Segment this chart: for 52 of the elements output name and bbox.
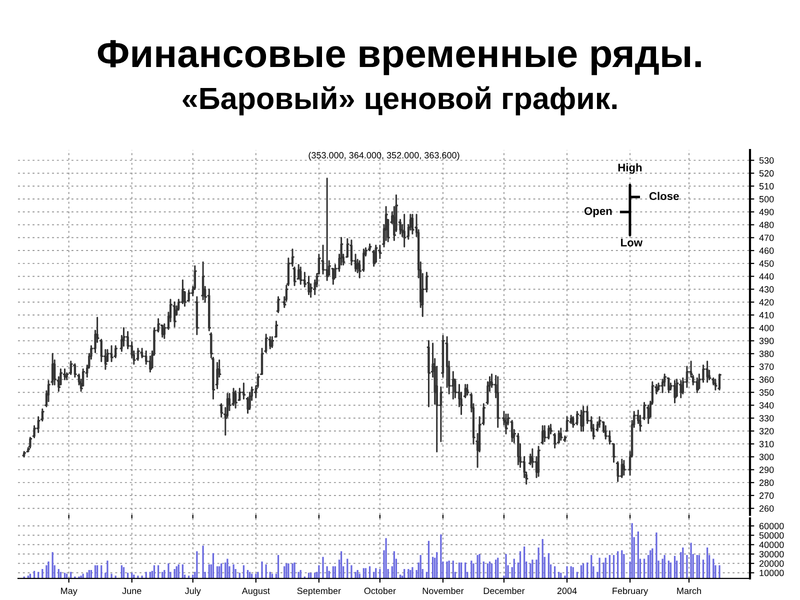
y-tick-label: 20000 [759,560,784,567]
x-tick-label: May [61,588,78,596]
y-tick-label: 450 [759,260,774,267]
y-tick-label: 440 [759,273,774,280]
annotation: Close [649,192,679,200]
y-tick-label: 370 [759,364,774,370]
chart-title: Финансовые временные ряды. [98,40,701,76]
y-tick-label: 290 [759,466,774,474]
y-tick-label: 10000 [760,570,784,576]
y-tick-label: 40000 [759,542,784,548]
annotation: (353.000, 364.000, 352.000, 363.600) [308,152,460,160]
y-tick-label: 400 [759,324,774,332]
y-tick-label: 260 [759,505,774,512]
x-tick-label: October [364,587,396,594]
x-tick-label: July [184,587,201,596]
y-tick-label: 530 [759,157,774,164]
y-tick-label: 520 [759,170,774,177]
y-tick-label: 500 [759,196,774,202]
annotation: Open [584,207,612,218]
y-tick-label: 50000 [759,532,784,539]
chart-subtitle: «Баровый» ценовой график. [182,86,617,116]
y-tick-label: 380 [759,350,774,358]
y-tick-label: 510 [759,183,774,190]
x-tick-label: September [297,587,341,596]
y-tick-label: 60000 [759,522,784,530]
y-tick-label: 490 [759,208,774,216]
y-tick-label: 390 [759,338,774,344]
y-tick-label: 330 [759,415,774,422]
y-tick-label: 350 [759,389,774,396]
x-tick-label: February [612,587,648,596]
y-tick-label: 340 [759,402,774,409]
y-tick-label: 480 [759,222,774,228]
y-tick-label: 430 [759,286,774,293]
annotation: High [618,163,642,174]
x-tick-label: August [242,588,270,596]
x-tick-label: December [484,587,525,594]
x-tick-label: June [122,588,142,594]
y-tick-label: 30000 [759,550,784,558]
y-tick-label: 410 [759,312,774,318]
x-tick-label: March [677,587,701,594]
x-tick-label: 2004 [557,588,577,594]
y-tick-label: 360 [759,376,774,383]
y-tick-label: 420 [759,299,774,306]
y-tick-label: 310 [759,440,774,448]
y-tick-label: 280 [759,480,774,486]
y-tick-label: 460 [759,248,774,254]
y-tick-label: 270 [759,492,774,499]
y-tick-label: 300 [759,454,774,460]
annotation: Low [621,238,643,246]
y-tick-label: 320 [759,428,774,434]
x-tick-label: November [422,587,464,594]
y-tick-label: 470 [759,234,774,242]
